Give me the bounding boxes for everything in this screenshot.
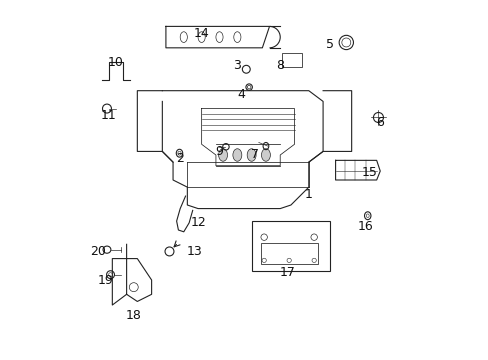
- Text: 13: 13: [186, 245, 202, 258]
- Bar: [282, 53, 301, 67]
- Text: 11: 11: [101, 109, 117, 122]
- Text: 3: 3: [233, 59, 241, 72]
- Text: 2: 2: [176, 152, 184, 165]
- Text: 6: 6: [376, 116, 384, 129]
- Ellipse shape: [232, 149, 242, 161]
- Text: 14: 14: [193, 27, 209, 40]
- Text: 12: 12: [190, 216, 205, 229]
- Text: 4: 4: [237, 88, 244, 101]
- Text: 18: 18: [125, 309, 142, 322]
- Text: 20: 20: [90, 245, 106, 258]
- Ellipse shape: [218, 149, 227, 161]
- Text: 5: 5: [325, 38, 334, 51]
- Text: 9: 9: [215, 145, 223, 158]
- Bar: [251, 221, 329, 271]
- Text: 10: 10: [108, 55, 123, 69]
- Text: 15: 15: [361, 166, 377, 179]
- Bar: [260, 243, 317, 264]
- Text: 16: 16: [357, 220, 373, 233]
- Text: 8: 8: [276, 59, 284, 72]
- Ellipse shape: [246, 149, 256, 161]
- Text: 1: 1: [304, 188, 312, 201]
- Text: 19: 19: [97, 274, 113, 287]
- Text: 7: 7: [251, 148, 259, 162]
- Text: 17: 17: [279, 266, 295, 279]
- Ellipse shape: [261, 149, 270, 161]
